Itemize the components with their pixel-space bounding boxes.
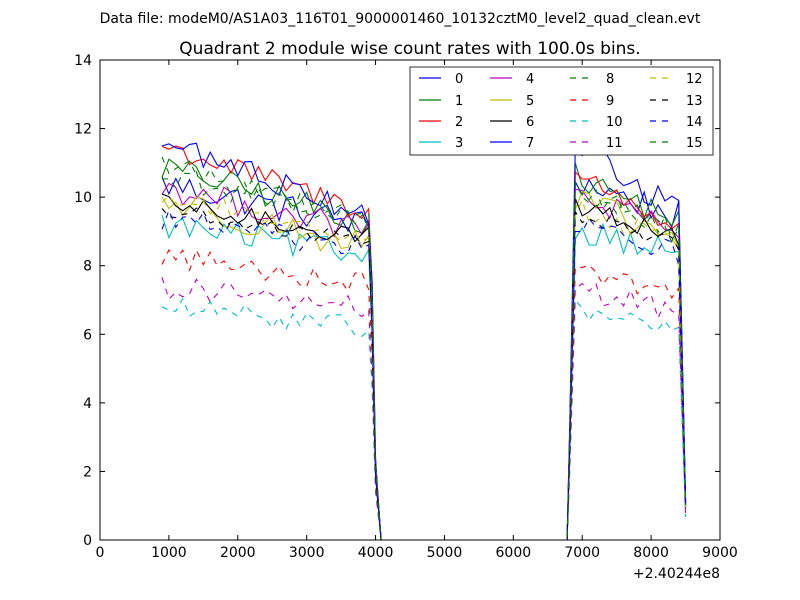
x-tick-label: 1000 xyxy=(151,545,187,561)
y-tick-label: 12 xyxy=(74,122,92,138)
x-tick-label: 5000 xyxy=(427,545,463,561)
x-tick-label: 4000 xyxy=(358,545,394,561)
series-line-10 xyxy=(161,297,687,541)
series-line-2 xyxy=(161,145,687,541)
legend-label-14: 14 xyxy=(686,115,703,130)
x-tick-label: 0 xyxy=(96,545,105,561)
y-tick-label: 2 xyxy=(83,464,92,480)
series-line-1 xyxy=(161,158,687,541)
x-tick-label: 7000 xyxy=(564,545,600,561)
legend-label-11: 11 xyxy=(606,136,623,151)
series-line-8 xyxy=(161,156,687,541)
y-tick-label: 4 xyxy=(83,396,92,412)
x-axis-offset-label: +2.40244e8 xyxy=(633,566,720,582)
series-line-3 xyxy=(161,214,687,541)
legend-label-0: 0 xyxy=(455,72,463,87)
legend-label-7: 7 xyxy=(526,136,534,151)
figure-suptitle: Data file: modeM0/AS1A03_116T01_90000014… xyxy=(100,11,701,27)
legend-label-8: 8 xyxy=(606,72,614,87)
series-line-15 xyxy=(161,171,687,541)
series-line-14 xyxy=(161,208,687,541)
legend-label-2: 2 xyxy=(455,115,463,130)
legend-label-13: 13 xyxy=(686,94,703,109)
series-line-11 xyxy=(161,277,687,541)
legend-label-9: 9 xyxy=(606,94,614,109)
legend-label-5: 5 xyxy=(526,94,534,109)
y-tick-label: 6 xyxy=(83,327,92,343)
y-tick-label: 10 xyxy=(74,190,92,206)
series-line-4 xyxy=(161,182,687,541)
y-tick-label: 8 xyxy=(83,259,92,275)
series-line-0 xyxy=(161,176,687,541)
y-tick-label: 0 xyxy=(83,533,92,549)
legend-label-4: 4 xyxy=(526,72,534,87)
x-tick-label: 2000 xyxy=(220,545,256,561)
legend-label-10: 10 xyxy=(606,115,623,130)
series-layer xyxy=(161,142,687,541)
series-line-5 xyxy=(161,190,687,541)
legend-label-15: 15 xyxy=(686,136,703,151)
legend-label-6: 6 xyxy=(526,115,534,130)
x-axis: 0 1000 2000 3000 4000 5000 6000 7000 8000 9000 xyxy=(96,60,738,561)
x-tick-label: 9000 xyxy=(702,545,738,561)
series-line-6 xyxy=(161,193,687,541)
legend-label-3: 3 xyxy=(455,136,463,151)
legend-frame xyxy=(409,66,714,156)
series-line-13 xyxy=(161,207,687,541)
series-line-7 xyxy=(161,142,687,541)
x-tick-label: 3000 xyxy=(289,545,325,561)
x-tick-label: 6000 xyxy=(496,545,532,561)
legend-label-12: 12 xyxy=(686,72,703,87)
series-line-9 xyxy=(161,248,687,541)
y-tick-label: 14 xyxy=(74,53,92,69)
chart-title: Quadrant 2 module wise count rates with … xyxy=(179,39,640,59)
x-tick-label: 8000 xyxy=(633,545,669,561)
legend-label-1: 1 xyxy=(455,94,463,109)
plot-frame xyxy=(99,59,721,541)
